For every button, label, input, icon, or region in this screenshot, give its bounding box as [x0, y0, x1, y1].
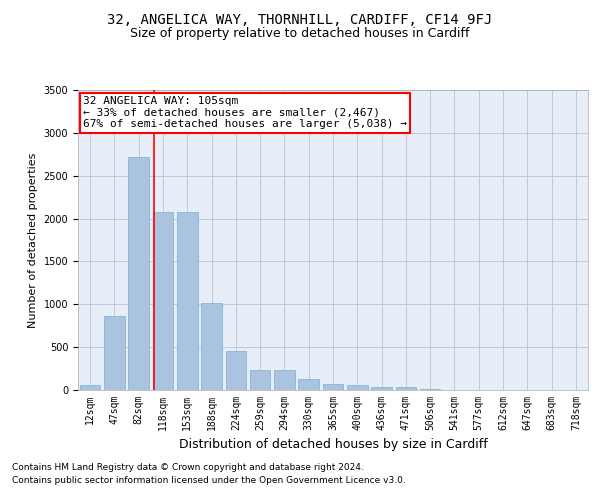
Bar [226, 350, 246, 390]
Bar [152, 212, 173, 390]
Bar [274, 370, 295, 390]
Text: Size of property relative to detached houses in Cardiff: Size of property relative to detached ho… [130, 28, 470, 40]
Bar [371, 387, 392, 390]
Bar [298, 379, 319, 390]
Text: Contains public sector information licensed under the Open Government Licence v3: Contains public sector information licen… [12, 476, 406, 485]
Bar [395, 388, 416, 390]
Bar [128, 157, 149, 390]
X-axis label: Distribution of detached houses by size in Cardiff: Distribution of detached houses by size … [179, 438, 487, 452]
Y-axis label: Number of detached properties: Number of detached properties [28, 152, 38, 328]
Bar [104, 316, 125, 390]
Bar [347, 386, 368, 390]
Bar [323, 384, 343, 390]
Bar [250, 370, 271, 390]
Bar [420, 389, 440, 390]
Text: 32, ANGELICA WAY, THORNHILL, CARDIFF, CF14 9FJ: 32, ANGELICA WAY, THORNHILL, CARDIFF, CF… [107, 12, 493, 26]
Text: Contains HM Land Registry data © Crown copyright and database right 2024.: Contains HM Land Registry data © Crown c… [12, 464, 364, 472]
Text: 32 ANGELICA WAY: 105sqm
← 33% of detached houses are smaller (2,467)
67% of semi: 32 ANGELICA WAY: 105sqm ← 33% of detache… [83, 96, 407, 129]
Bar [80, 385, 100, 390]
Bar [201, 304, 222, 390]
Bar [177, 212, 197, 390]
